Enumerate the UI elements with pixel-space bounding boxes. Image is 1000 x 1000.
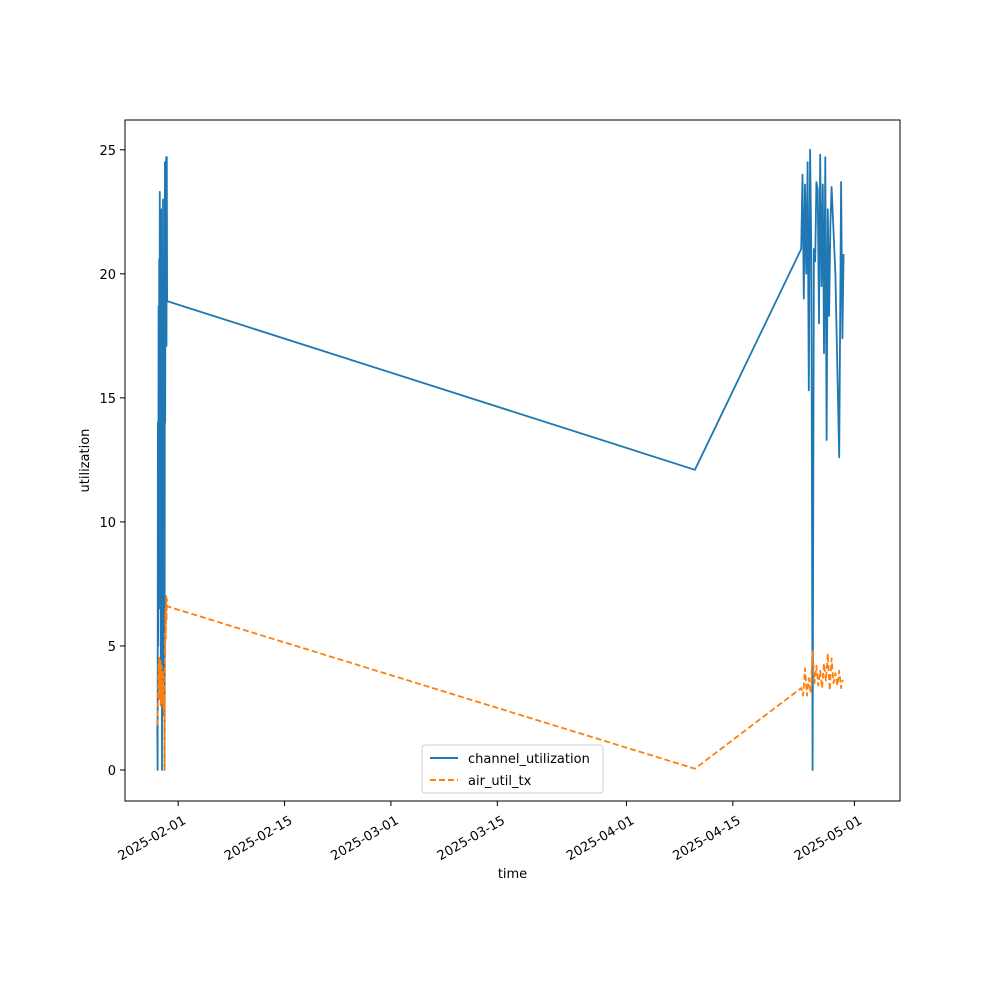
y-axis: 0 5 10 15 20 25 — [99, 144, 125, 779]
legend: channel_utilization air_util_tx — [421, 744, 604, 794]
legend-box — [421, 744, 604, 794]
x-axis-label: time — [498, 867, 527, 882]
y-tick-label: 10 — [99, 516, 116, 531]
y-tick-label: 0 — [108, 764, 116, 779]
axes-frame — [124, 119, 901, 802]
y-axis-label: utilization — [78, 429, 93, 493]
plot-area — [156, 148, 845, 771]
legend-label-channel-utilization: channel_utilization — [468, 752, 590, 767]
y-tick-label: 20 — [99, 268, 116, 283]
y-tick-label: 15 — [99, 392, 116, 407]
y-tick-label: 25 — [99, 144, 116, 159]
series-line-channel-utilization — [156, 148, 845, 771]
y-tick-label: 5 — [108, 640, 116, 655]
legend-label-air-util-tx: air_util_tx — [468, 774, 532, 789]
series-line-air-util-tx — [156, 595, 844, 771]
